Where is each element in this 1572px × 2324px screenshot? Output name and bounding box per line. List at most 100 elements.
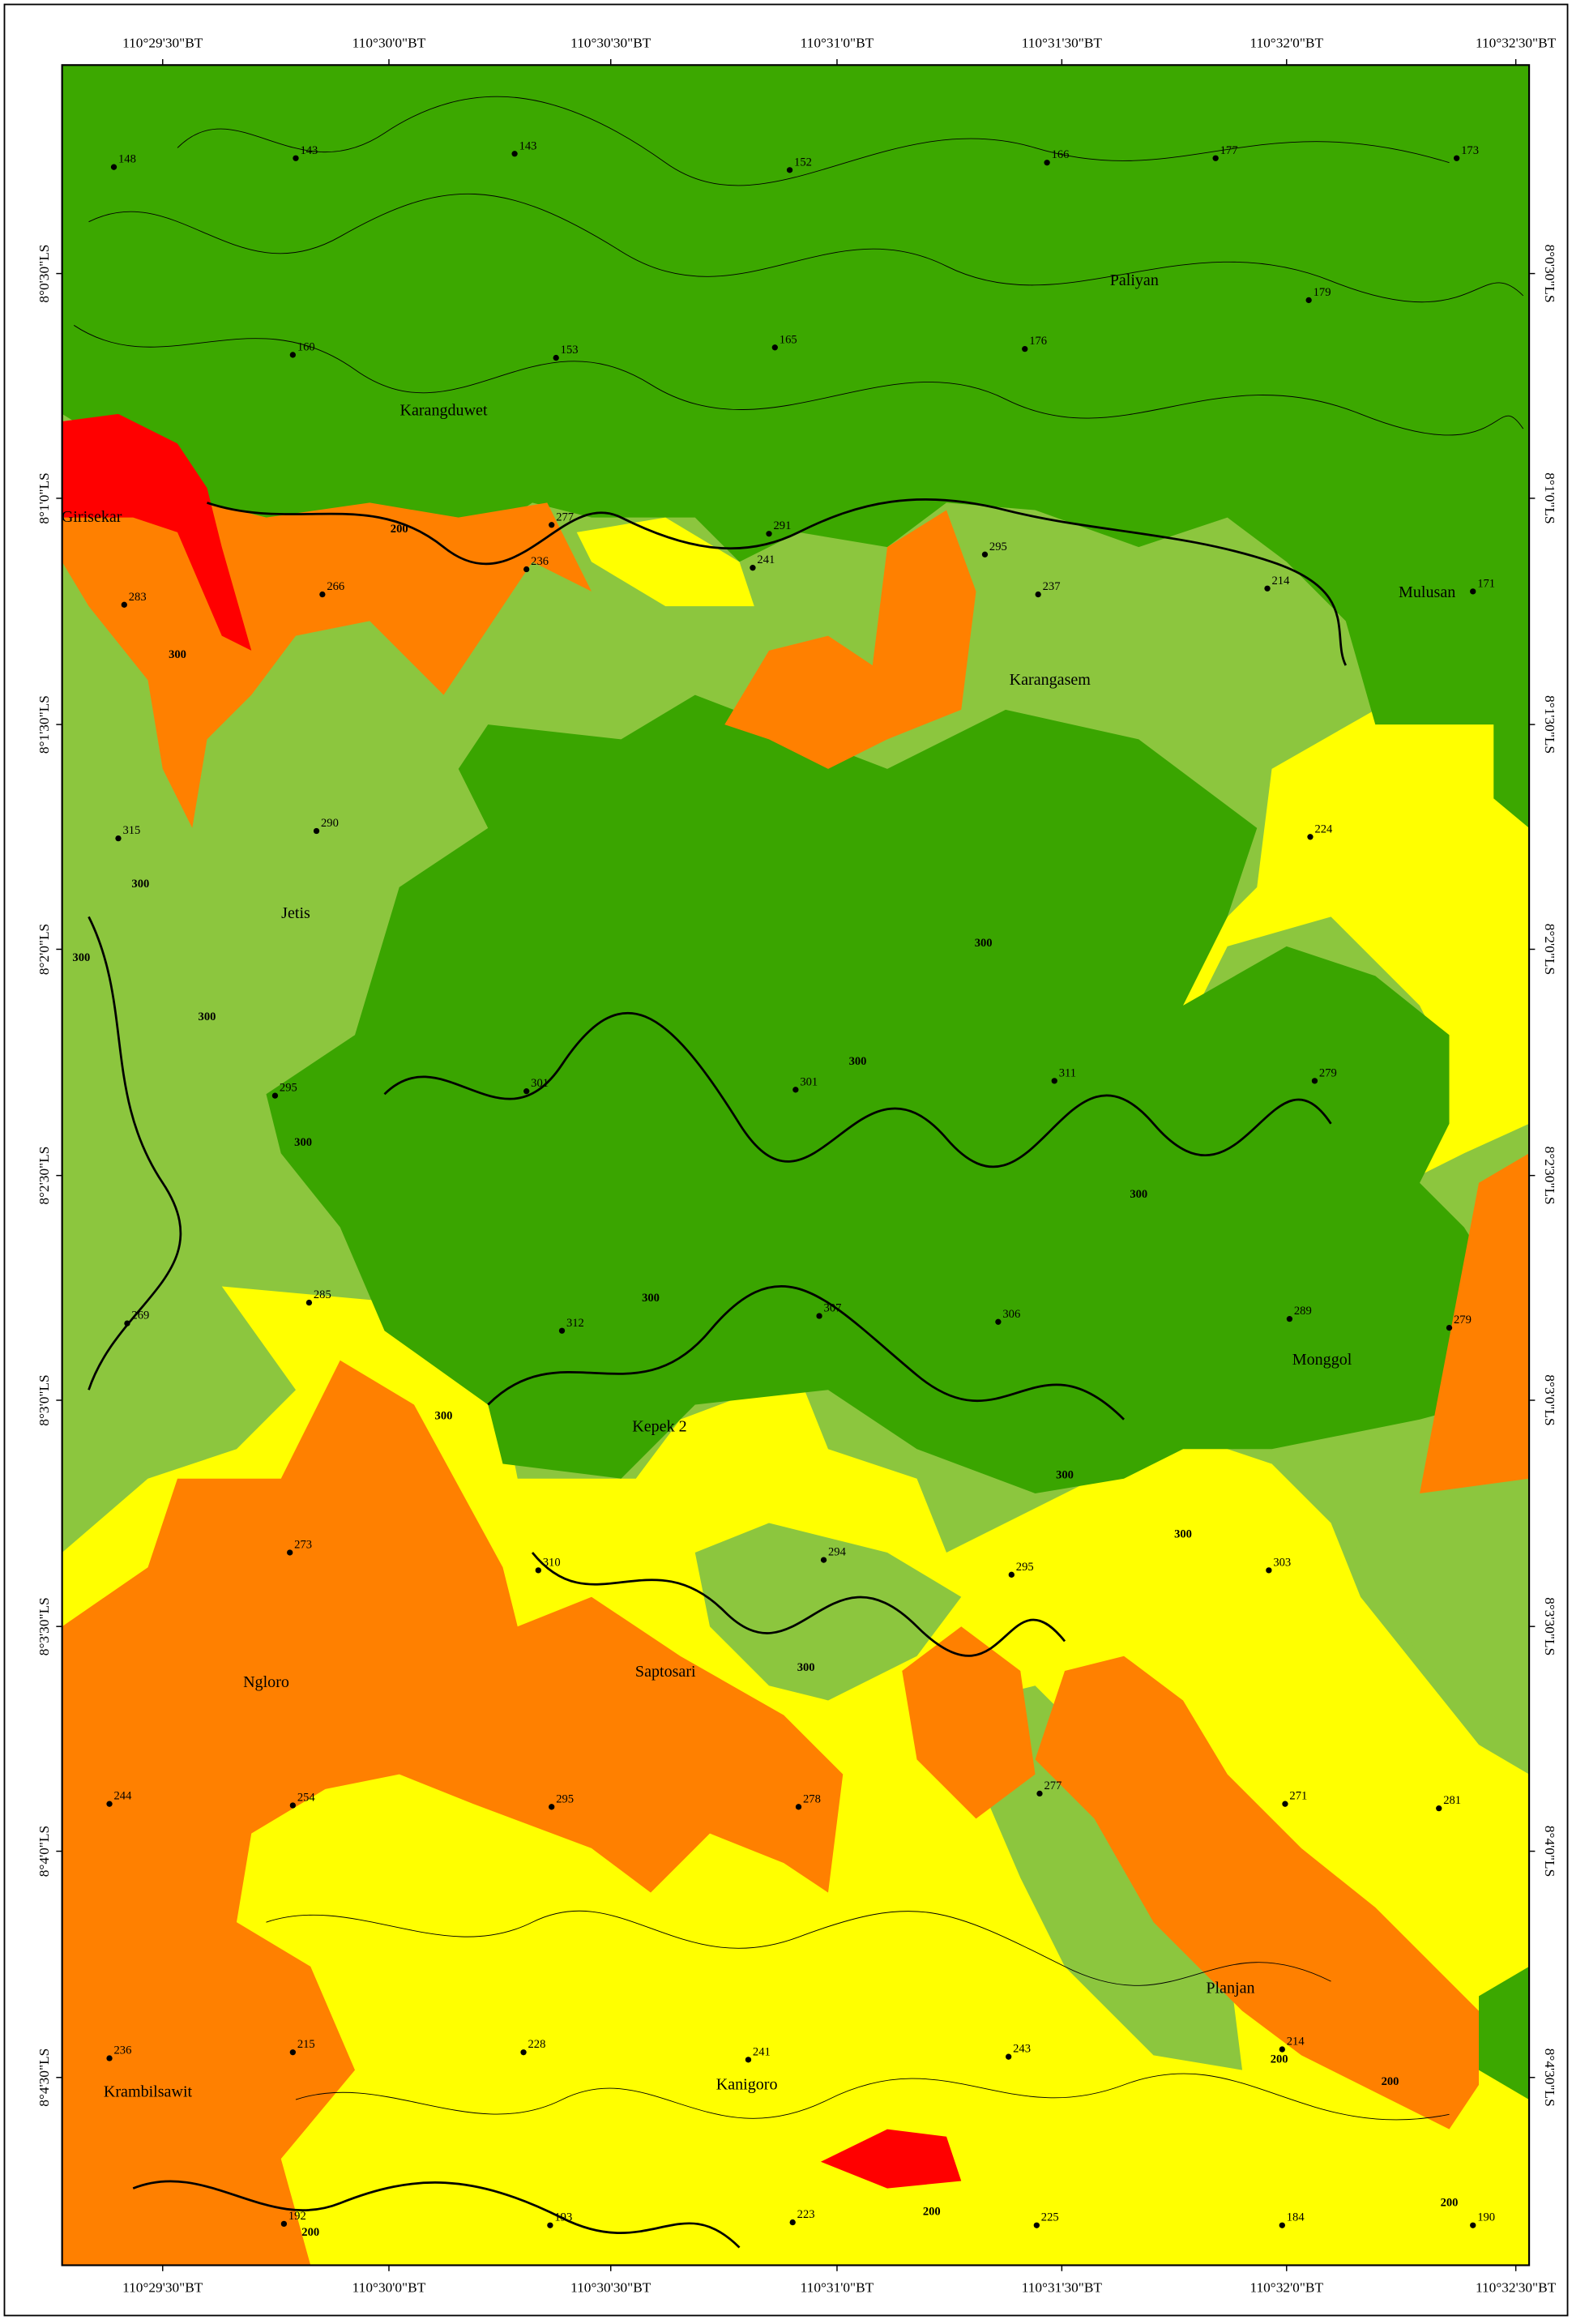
spot-height-marker	[1044, 160, 1049, 165]
right-coordinate-label: 8°4'0"LS	[1542, 1826, 1557, 1877]
spot-height-label: 291	[773, 519, 791, 532]
spot-height-label: 179	[1314, 286, 1331, 299]
spot-height-label: 243	[1013, 2043, 1031, 2056]
spot-height-marker	[1006, 2054, 1011, 2060]
page: {"map":{ "top_labels":["110°29'30\"BT","…	[0, 0, 1572, 2320]
spot-height-label: 303	[1273, 1556, 1291, 1569]
spot-height-marker	[523, 566, 529, 572]
spot-height-label: 289	[1294, 1305, 1312, 1318]
spot-height-label: 294	[828, 1546, 847, 1559]
spot-height-label: 236	[531, 555, 549, 568]
contour-label: 200	[301, 2226, 319, 2239]
spot-height-label: 281	[1443, 1794, 1461, 1807]
left-coordinate-label: 8°1'30"LS	[36, 695, 52, 754]
contour-label: 300	[72, 951, 90, 964]
spot-height-label: 153	[561, 344, 579, 357]
spot-height-marker	[1213, 156, 1219, 161]
place-name: Kanigoro	[716, 2075, 778, 2093]
place-name: Girisekar	[62, 508, 122, 526]
spot-height-marker	[553, 355, 559, 361]
spot-height-label: 176	[1029, 335, 1047, 348]
contour-label: 200	[923, 2205, 941, 2218]
spot-height-marker	[816, 1313, 822, 1318]
spot-height-label: 177	[1220, 144, 1238, 157]
left-coordinate-label: 8°2'0"LS	[36, 924, 52, 975]
spot-height-marker	[106, 1801, 112, 1807]
spot-height-label: 278	[803, 1792, 821, 1805]
contour-label: 300	[199, 1010, 216, 1023]
contour-label: 200	[1271, 2053, 1288, 2066]
bottom-coordinate-label: 110°30'0"BT	[352, 2279, 426, 2295]
spot-height-marker	[1470, 588, 1476, 594]
spot-height-marker	[106, 2055, 112, 2061]
spot-height-marker	[1279, 2223, 1285, 2228]
spot-height-label: 192	[288, 2210, 306, 2223]
right-coordinate-label: 8°0'30"LS	[1542, 245, 1557, 303]
spot-height-label: 173	[1461, 144, 1479, 157]
spot-height-marker	[549, 1804, 554, 1809]
spot-height-marker	[1312, 1078, 1318, 1083]
place-name: Karangduwet	[399, 402, 488, 420]
spot-height-marker	[750, 565, 755, 570]
spot-height-label: 279	[1319, 1066, 1337, 1079]
spot-height-marker	[1264, 586, 1270, 592]
spot-height-label: 171	[1477, 577, 1495, 590]
spot-height-label: 223	[797, 2208, 815, 2221]
spot-height-label: 273	[294, 1538, 312, 1551]
spot-height-marker	[314, 828, 319, 834]
spot-height-marker	[281, 2221, 287, 2227]
spot-height-marker	[821, 1557, 827, 1562]
spot-height-marker	[1470, 2223, 1476, 2228]
spot-height-marker	[1282, 1801, 1288, 1807]
spot-height-label: 237	[1043, 580, 1061, 593]
contour-label: 300	[642, 1292, 660, 1305]
contour-label: 300	[169, 648, 186, 661]
spot-height-label: 224	[1314, 822, 1333, 835]
bottom-coordinate-label: 110°32'30"BT	[1476, 2279, 1557, 2295]
spot-height-label: 184	[1287, 2211, 1305, 2224]
spot-height-label: 271	[1289, 1790, 1307, 1803]
spot-height-marker	[790, 2219, 796, 2225]
spot-height-label: 148	[118, 153, 136, 166]
spot-height-marker	[772, 344, 778, 350]
spot-height-label: 236	[114, 2044, 132, 2057]
spot-height-marker	[1436, 1805, 1442, 1811]
right-coordinate-label: 8°1'30"LS	[1542, 695, 1557, 754]
spot-height-marker	[1287, 1316, 1292, 1322]
place-name: Krambilsawit	[104, 2083, 193, 2100]
map: 110°29'30"BT110°29'30"BT110°30'0"BT110°3…	[0, 0, 1572, 2320]
spot-height-label: 160	[297, 340, 315, 353]
spot-height-marker	[1022, 346, 1027, 352]
spot-height-label: 295	[280, 1082, 297, 1095]
spot-height-marker	[1446, 1325, 1452, 1331]
place-name: Monggol	[1292, 1351, 1352, 1369]
spot-height-label: 241	[753, 2045, 771, 2058]
contour-label: 300	[131, 878, 149, 891]
spot-height-marker	[982, 552, 988, 558]
spot-height-marker	[306, 1300, 312, 1305]
spot-height-marker	[995, 1319, 1001, 1325]
spot-height-label: 244	[114, 1790, 133, 1803]
spot-height-marker	[1034, 2223, 1040, 2228]
spot-height-marker	[290, 352, 296, 357]
bottom-coordinate-label: 110°31'30"BT	[1022, 2279, 1103, 2295]
top-coordinate-label: 110°29'30"BT	[122, 35, 203, 50]
place-name: Kepek 2	[632, 1417, 686, 1435]
spot-height-marker	[536, 1567, 541, 1573]
spot-height-label: 143	[519, 139, 537, 152]
spot-height-marker	[1266, 1567, 1271, 1573]
contour-label: 300	[1130, 1188, 1147, 1201]
contour-label: 300	[849, 1055, 867, 1068]
bottom-coordinate-label: 110°32'0"BT	[1249, 2279, 1323, 2295]
contour-label: 300	[435, 1410, 453, 1423]
spot-height-label: 214	[1287, 2036, 1305, 2048]
left-coordinate-label: 8°0'30"LS	[36, 245, 52, 303]
spot-height-marker	[124, 1320, 130, 1326]
spot-height-marker	[1279, 2046, 1285, 2052]
right-coordinate-label: 8°2'0"LS	[1542, 924, 1557, 975]
spot-height-label: 143	[300, 144, 318, 157]
contour-label: 200	[1382, 2075, 1399, 2088]
left-coordinate-label: 8°2'30"LS	[36, 1147, 52, 1205]
contour-label: 300	[1056, 1469, 1074, 1482]
place-name: Ngloro	[243, 1673, 289, 1691]
